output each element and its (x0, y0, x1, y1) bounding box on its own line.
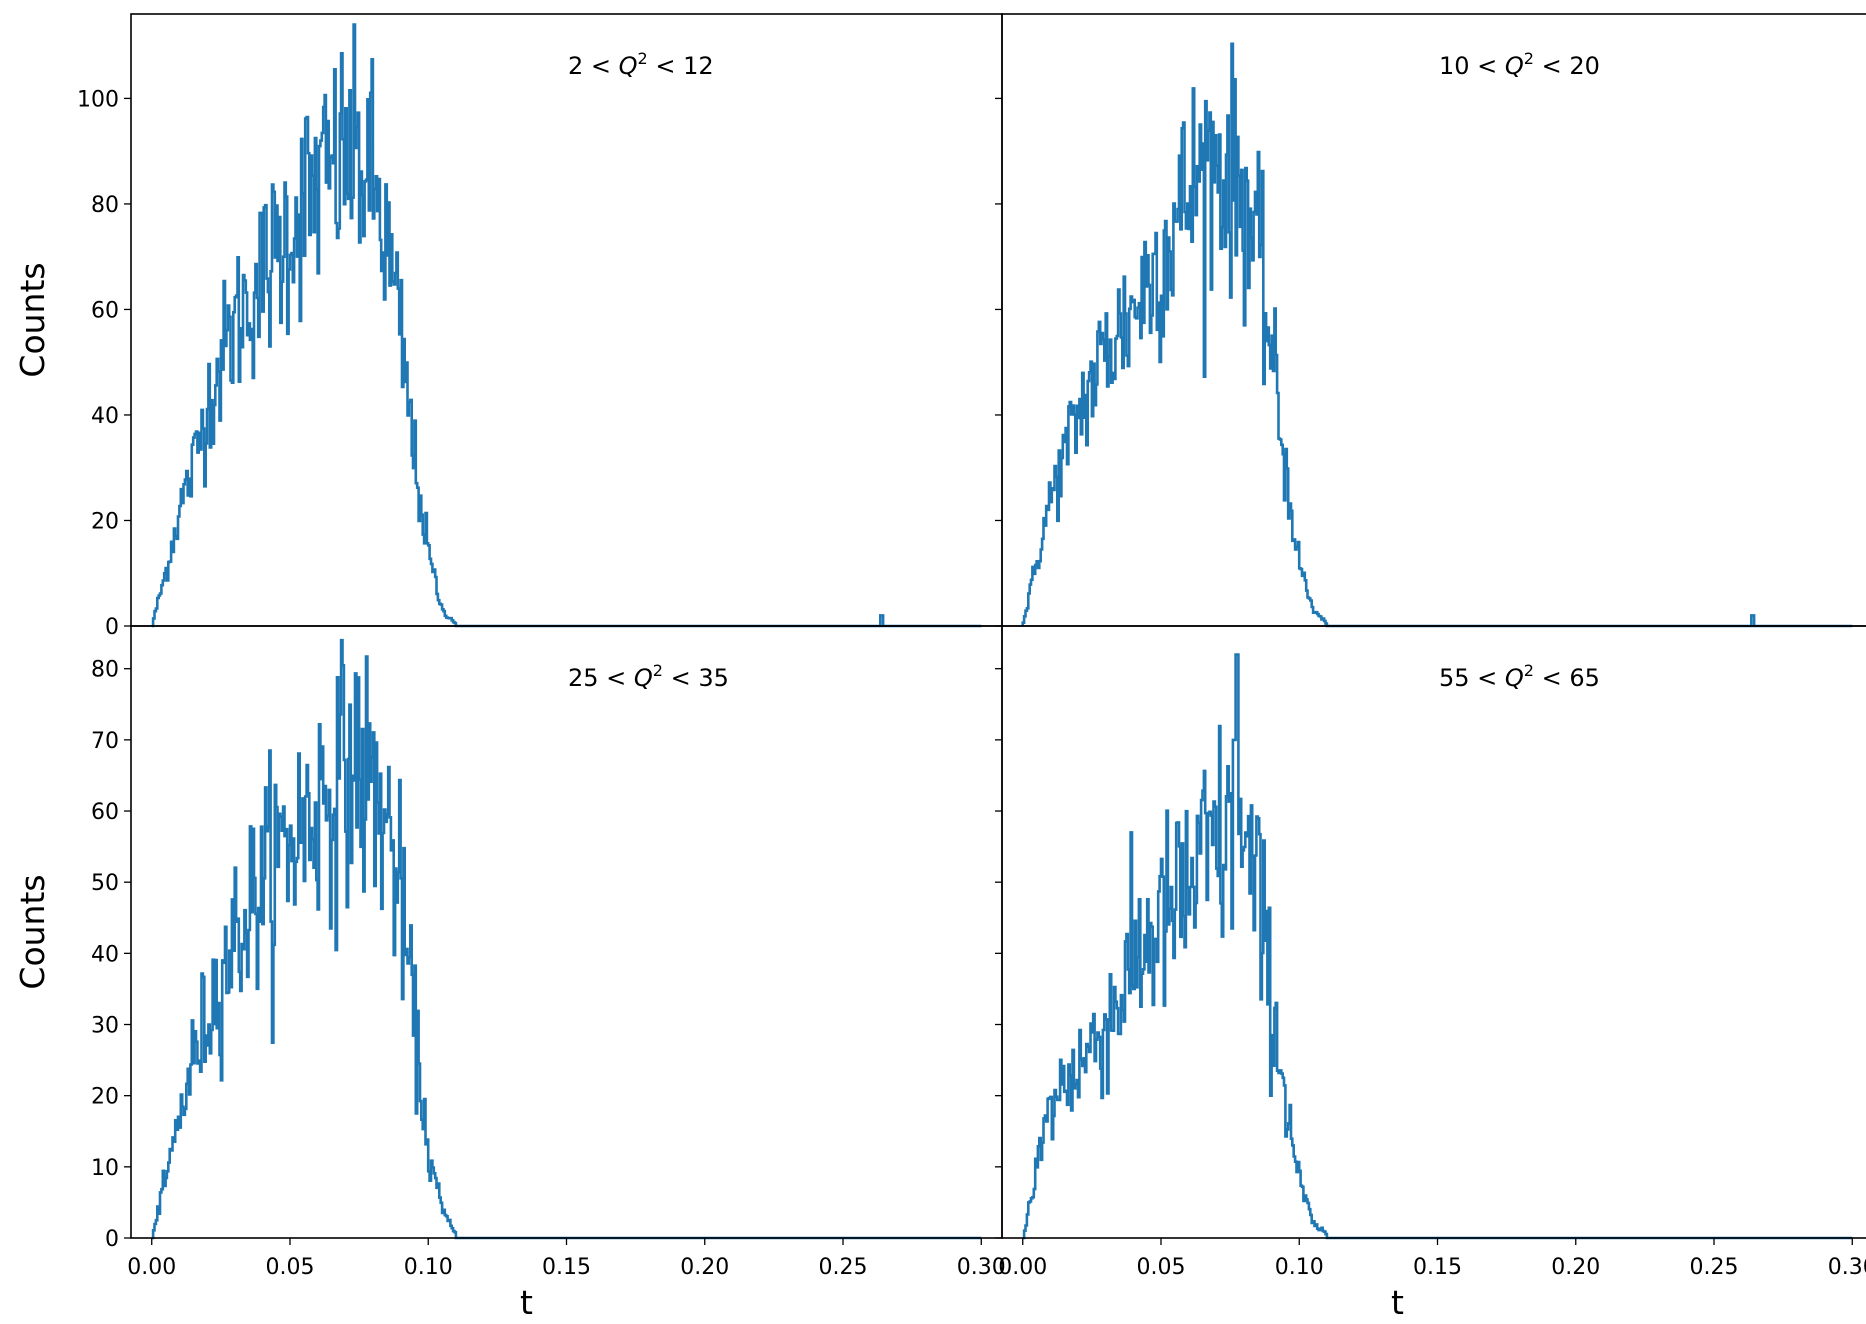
y-tick-label: 20 (91, 509, 119, 534)
y-tick-label: 50 (91, 871, 119, 896)
y-tick-label: 60 (91, 800, 119, 825)
x-tick-label: 0.05 (1136, 1255, 1185, 1280)
x-tick-label: 0.00 (998, 1255, 1047, 1280)
y-tick-label: 100 (77, 87, 119, 112)
histogram-series (1022, 653, 1853, 1240)
y-axis-label: Counts (13, 874, 52, 989)
histogram-series (151, 638, 982, 1240)
panel-annotation: 2 < Q2 < 12 (568, 49, 714, 80)
histogram-series (1021, 42, 1853, 628)
x-tick-label: 0.20 (680, 1255, 729, 1280)
panel-1: 0 20 40 60 80 100 Counts 2 < Q2 < 12 (13, 13, 1003, 640)
y-tick-label: 70 (91, 729, 119, 754)
histogram-series (151, 23, 982, 628)
x-tick-label: 0.10 (404, 1255, 453, 1280)
x-axis-label: t (1391, 1283, 1404, 1322)
y-tick-label: 40 (91, 404, 119, 429)
panel-annotation: 10 < Q2 < 20 (1439, 49, 1600, 80)
x-tick-label: 0.10 (1275, 1255, 1324, 1280)
x-tick-label: 0.15 (542, 1255, 591, 1280)
y-tick-label: 80 (91, 658, 119, 683)
y-tick-label: 10 (91, 1156, 119, 1181)
panel-annotation: 25 < Q2 < 35 (568, 661, 729, 692)
y-tick-label: 0 (105, 615, 119, 640)
panel-4: 0.00 0.05 0.10 0.15 0.20 0.25 0.30 t 55 < Q2 < 6… (995, 625, 1866, 1322)
panel-3: 0 10 20 30 40 50 60 70 80 0.00 0.05 0.10 0.15 0.20 0.2… (13, 625, 1006, 1322)
axes-frame (130, 625, 1003, 1239)
x-tick-label: 0.25 (1690, 1255, 1739, 1280)
y-tick-label: 60 (91, 298, 119, 323)
y-tick-label: 40 (91, 942, 119, 967)
panel-2: 10 < Q2 < 20 (995, 13, 1866, 628)
axes-frame (1001, 13, 1866, 627)
y-tick-label: 0 (105, 1227, 119, 1252)
x-tick-label: 0.20 (1551, 1255, 1600, 1280)
axes-frame (130, 13, 1003, 627)
y-tick-label: 20 (91, 1085, 119, 1110)
x-tick-label: 0.05 (265, 1255, 314, 1280)
x-tick-label: 0.00 (127, 1255, 176, 1280)
x-axis-label: t (520, 1283, 533, 1322)
x-tick-label: 0.15 (1413, 1255, 1462, 1280)
y-axis-label: Counts (13, 262, 52, 377)
panel-annotation: 55 < Q2 < 65 (1439, 661, 1600, 692)
x-tick-label: 0.30 (1828, 1255, 1866, 1280)
y-tick-label: 80 (91, 193, 119, 218)
y-tick-label: 30 (91, 1014, 119, 1039)
x-tick-label: 0.30 (957, 1255, 1006, 1280)
x-tick-label: 0.25 (819, 1255, 868, 1280)
